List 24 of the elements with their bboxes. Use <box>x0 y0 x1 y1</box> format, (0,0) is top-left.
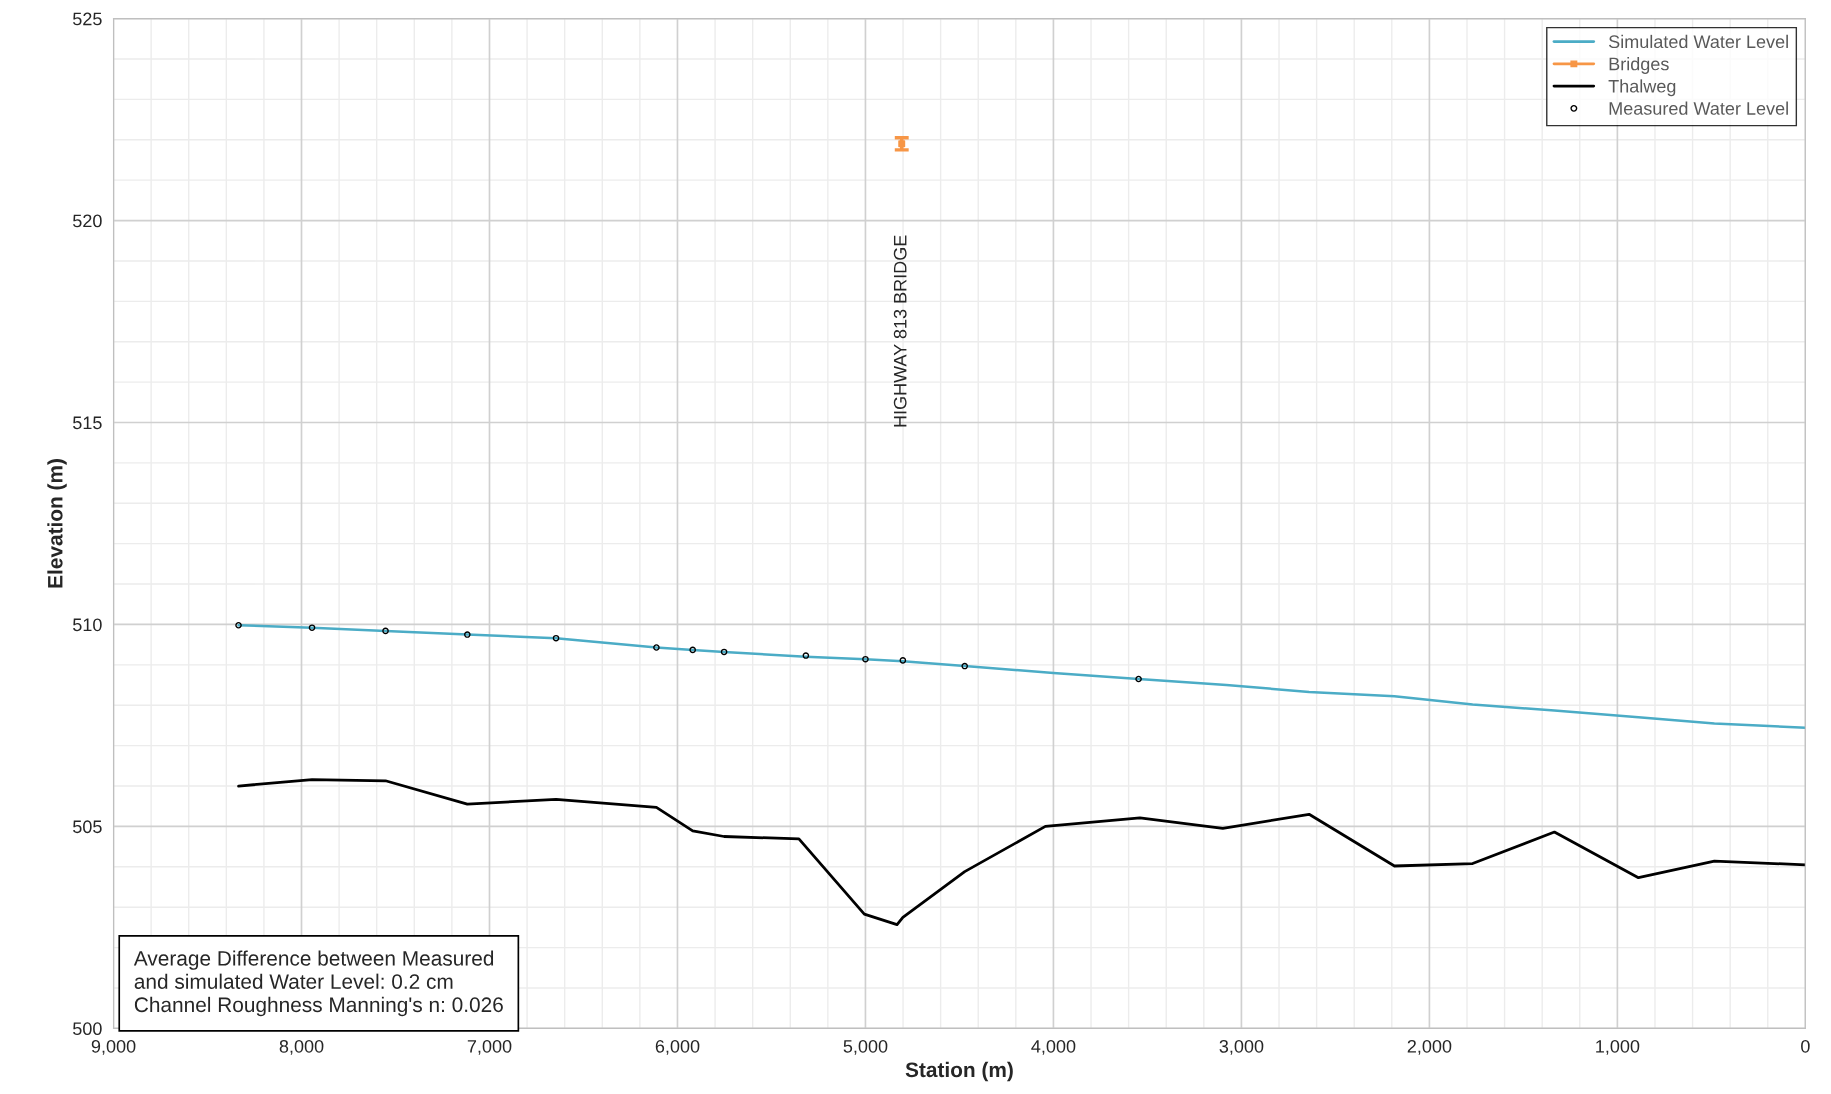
x-tick-label: 5,000 <box>843 1039 888 1055</box>
legend-label: Simulated Water Level <box>1608 34 1788 49</box>
x-tick-label: 2,000 <box>1407 1039 1452 1055</box>
x-tick-label: 3,000 <box>1219 1039 1264 1055</box>
annotation: HIGHWAY 813 BRIDGE <box>893 235 907 427</box>
y-tick-label: 515 <box>73 416 102 430</box>
x-tick-label: 9,000 <box>91 1039 136 1055</box>
legend-label: Measured Water Level <box>1609 101 1788 115</box>
y-tick-label: 520 <box>73 214 102 228</box>
x-axis-title: Station (m) <box>905 1061 1013 1082</box>
x-tick-label: 8,000 <box>279 1039 324 1055</box>
x-tick-label: 1,000 <box>1596 1039 1640 1055</box>
legend-label: Thalweg <box>1608 79 1676 97</box>
x-tick-label: 0 <box>1801 1039 1810 1053</box>
y-tick-label: 505 <box>73 820 102 834</box>
y-tick-label: 525 <box>73 12 102 26</box>
x-tick-label: 4,000 <box>1031 1039 1076 1055</box>
x-tick-label: 6,000 <box>655 1039 700 1055</box>
legend-label: Bridges <box>1609 57 1669 74</box>
y-tick-label: 510 <box>73 618 102 632</box>
annotation: Average Difference between Measured and simulated Water Level: 0.2 cm Channel Roughness Manning's n: 0.026 <box>133 950 503 1017</box>
x-tick-label: 7,000 <box>467 1039 512 1055</box>
y-tick-label: 500 <box>73 1022 102 1036</box>
y-axis-title: Elevation (m) <box>47 459 67 588</box>
